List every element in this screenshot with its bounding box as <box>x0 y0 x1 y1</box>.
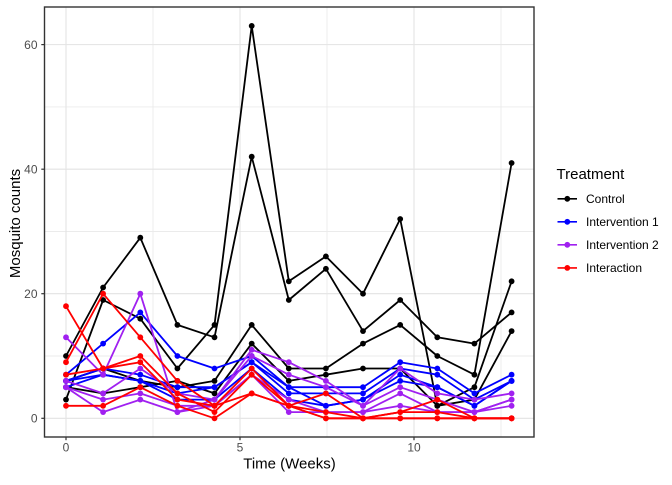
svg-text:40: 40 <box>24 163 38 177</box>
svg-text:0: 0 <box>63 441 70 455</box>
svg-text:60: 60 <box>24 38 38 52</box>
svg-text:20: 20 <box>24 287 38 301</box>
svg-text:Control: Control <box>586 192 625 206</box>
svg-text:Time (Weeks): Time (Weeks) <box>243 456 336 473</box>
svg-text:Mosquito counts: Mosquito counts <box>7 169 24 278</box>
svg-text:Interaction: Interaction <box>586 261 642 275</box>
svg-text:Intervention 1: Intervention 1 <box>586 215 659 229</box>
svg-text:0: 0 <box>31 412 38 426</box>
svg-text:Intervention 2: Intervention 2 <box>586 238 659 252</box>
svg-text:10: 10 <box>407 441 421 455</box>
svg-text:5: 5 <box>237 441 244 455</box>
svg-text:Treatment: Treatment <box>557 166 626 183</box>
